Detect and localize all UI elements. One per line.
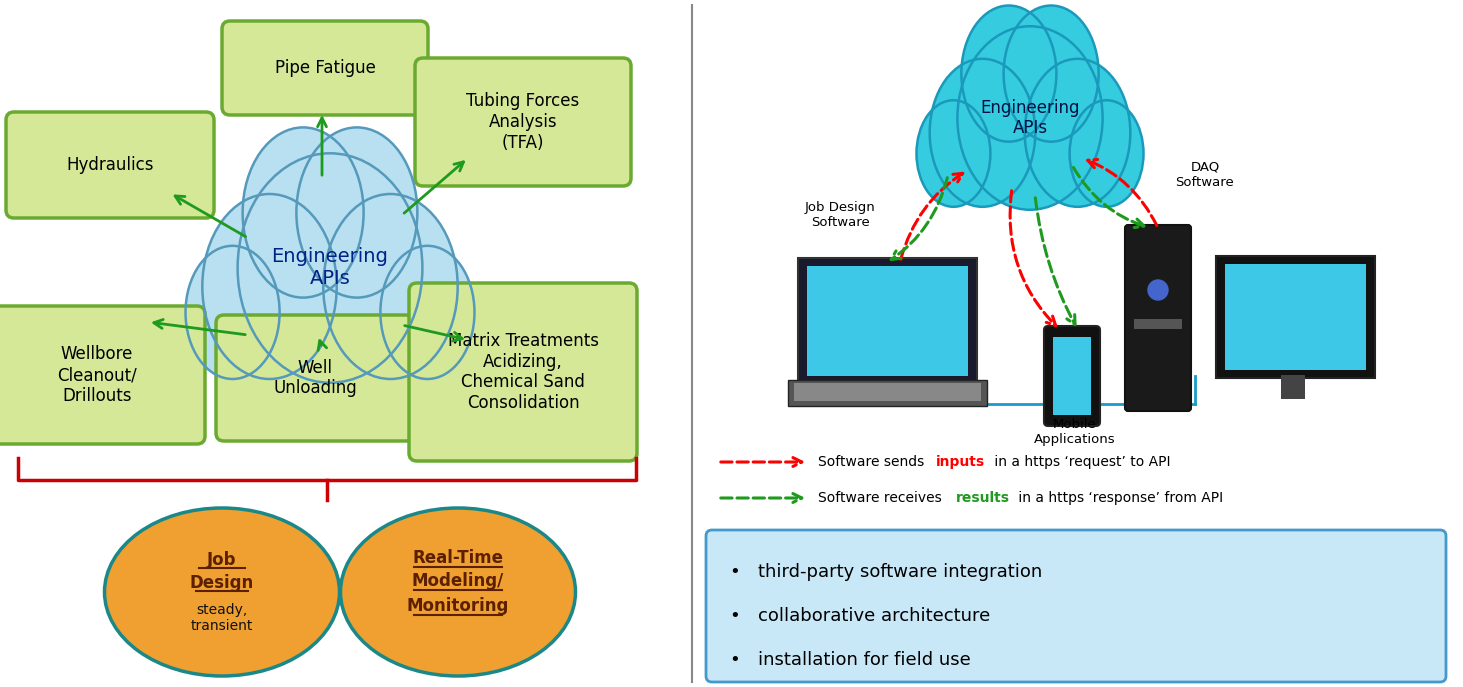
FancyBboxPatch shape: [410, 283, 636, 461]
Text: Mobile
Applications: Mobile Applications: [1034, 418, 1116, 446]
Ellipse shape: [341, 508, 575, 676]
FancyBboxPatch shape: [217, 315, 414, 441]
FancyBboxPatch shape: [1045, 326, 1100, 426]
Text: Job Design
Software: Job Design Software: [805, 201, 875, 229]
Text: Software receives: Software receives: [818, 491, 947, 505]
Text: Monitoring: Monitoring: [407, 597, 509, 615]
Ellipse shape: [323, 194, 458, 379]
FancyBboxPatch shape: [1134, 319, 1182, 329]
Ellipse shape: [186, 246, 279, 379]
FancyBboxPatch shape: [1225, 264, 1366, 370]
Text: •   installation for field use: • installation for field use: [730, 651, 971, 669]
Text: Job: Job: [208, 551, 237, 569]
Circle shape: [1148, 280, 1167, 300]
Ellipse shape: [243, 127, 364, 297]
Ellipse shape: [380, 246, 474, 379]
Text: Modeling/: Modeling/: [413, 572, 505, 590]
Ellipse shape: [957, 26, 1103, 210]
Ellipse shape: [1024, 59, 1131, 207]
FancyBboxPatch shape: [222, 21, 429, 115]
Text: Hydraulics: Hydraulics: [66, 156, 154, 174]
FancyBboxPatch shape: [707, 530, 1445, 682]
FancyBboxPatch shape: [1053, 337, 1091, 415]
Text: Real-Time: Real-Time: [413, 549, 503, 567]
Text: steady,
transient: steady, transient: [190, 603, 253, 633]
Text: results: results: [955, 491, 1009, 505]
Text: Wellbore
Cleanout/
Drillouts: Wellbore Cleanout/ Drillouts: [57, 345, 138, 405]
Ellipse shape: [961, 5, 1056, 142]
FancyBboxPatch shape: [415, 58, 631, 186]
Text: Engineering
APIs: Engineering APIs: [980, 99, 1080, 137]
Text: •   collaborative architecture: • collaborative architecture: [730, 607, 990, 625]
Text: Tubing Forces
Analysis
(TFA): Tubing Forces Analysis (TFA): [467, 92, 579, 152]
FancyBboxPatch shape: [1282, 375, 1305, 399]
FancyBboxPatch shape: [794, 383, 982, 401]
Text: inputs: inputs: [936, 455, 985, 469]
Text: DAQ
Software: DAQ Software: [1176, 161, 1235, 189]
Text: in a https ‘response’ from API: in a https ‘response’ from API: [1014, 491, 1223, 505]
Text: Pipe Fatigue: Pipe Fatigue: [275, 59, 376, 77]
Ellipse shape: [237, 153, 423, 383]
Text: Engineering
APIs: Engineering APIs: [272, 247, 389, 289]
FancyBboxPatch shape: [789, 380, 988, 406]
Ellipse shape: [1004, 5, 1099, 142]
Ellipse shape: [916, 100, 990, 207]
Ellipse shape: [297, 127, 417, 297]
Text: Well
Unloading: Well Unloading: [274, 359, 357, 397]
Text: •   third-party software integration: • third-party software integration: [730, 563, 1042, 581]
FancyBboxPatch shape: [808, 266, 969, 376]
Text: Design: Design: [190, 574, 255, 592]
FancyBboxPatch shape: [0, 306, 205, 444]
Ellipse shape: [1069, 100, 1144, 207]
FancyBboxPatch shape: [1216, 256, 1375, 378]
Text: in a https ‘request’ to API: in a https ‘request’ to API: [990, 455, 1170, 469]
Ellipse shape: [202, 194, 336, 379]
FancyBboxPatch shape: [1125, 225, 1191, 411]
FancyBboxPatch shape: [797, 258, 977, 384]
FancyBboxPatch shape: [6, 112, 214, 218]
Text: Software sends: Software sends: [818, 455, 929, 469]
Ellipse shape: [104, 508, 339, 676]
Ellipse shape: [929, 59, 1036, 207]
Text: Matrix Treatments
Acidizing,
Chemical Sand
Consolidation: Matrix Treatments Acidizing, Chemical Sa…: [448, 332, 598, 412]
